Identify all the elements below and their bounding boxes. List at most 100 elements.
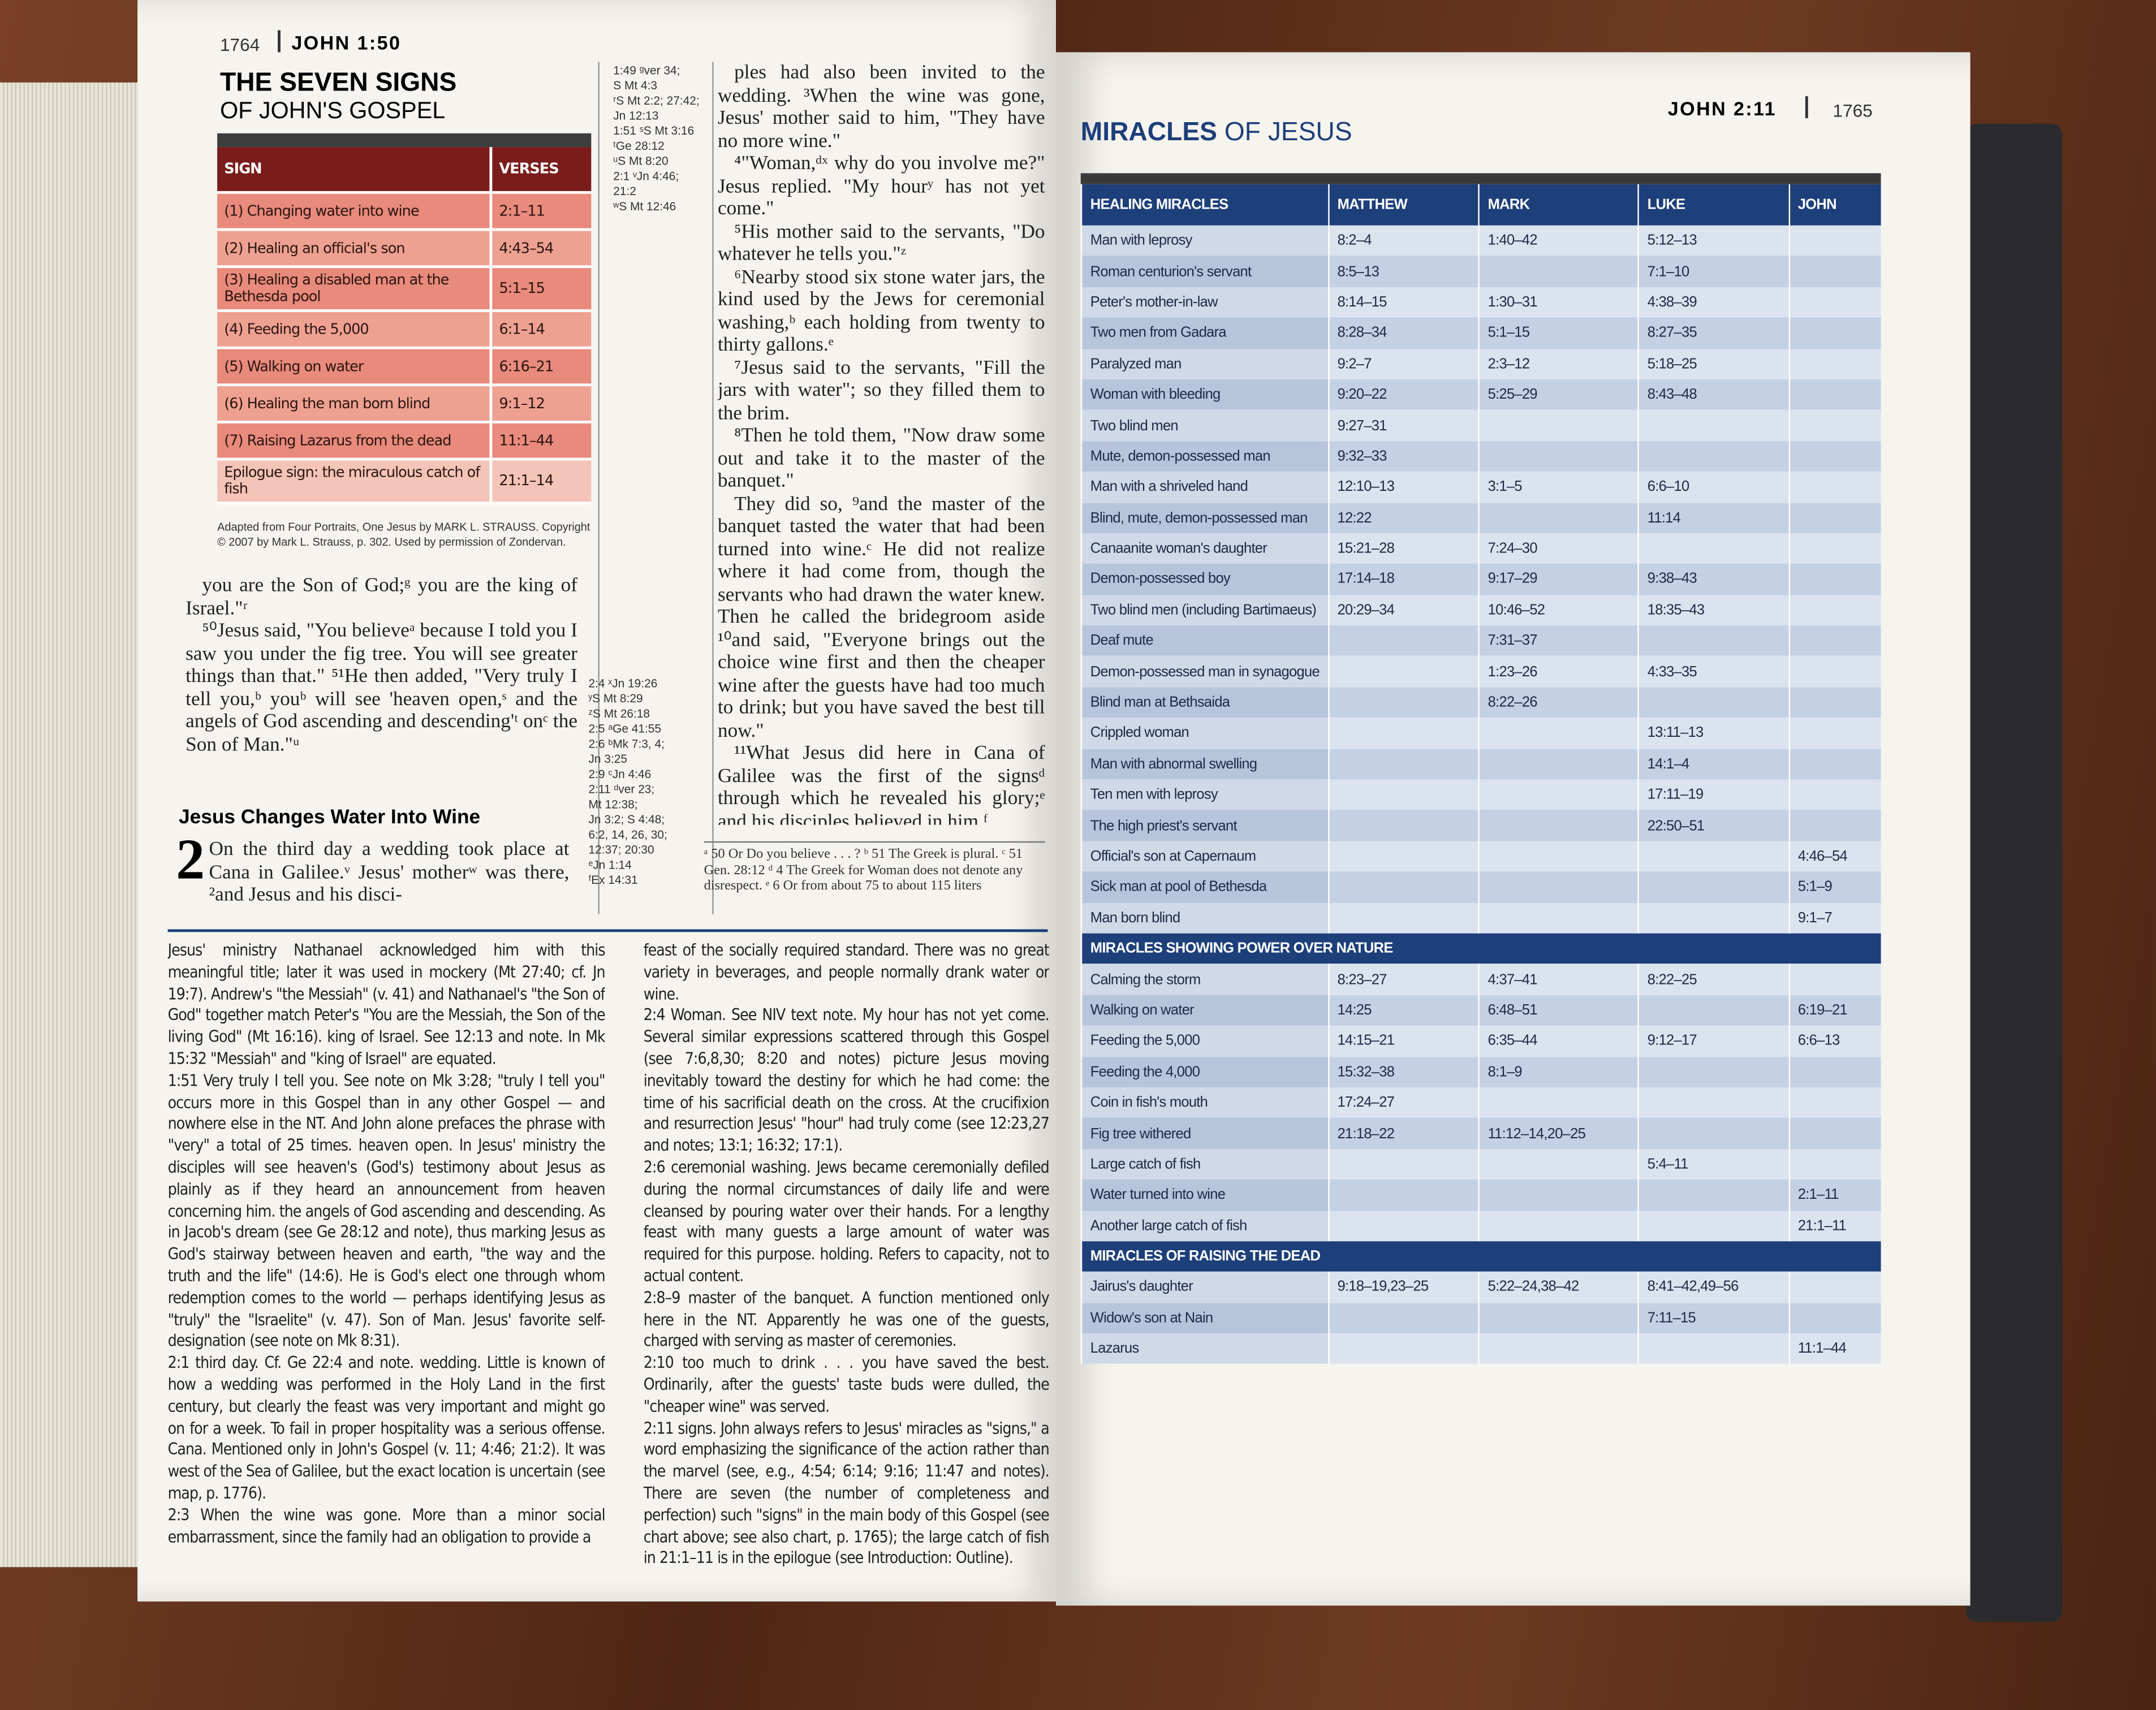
- miracle: Two men from Gadara: [1080, 317, 1329, 349]
- reference: 7:1–10: [1637, 256, 1790, 287]
- cross-ref: Jn 12:13: [613, 109, 659, 123]
- reference: [1327, 1180, 1479, 1211]
- row: Calming the storm 8:23–27 4:37–41 8:22–25: [1080, 964, 1881, 995]
- reference: [1637, 1056, 1790, 1087]
- row: Crippled woman 13:11–13: [1080, 718, 1881, 749]
- reference: 3:1–5: [1478, 472, 1638, 503]
- row: Water turned into wine 2:1–11: [1080, 1180, 1881, 1211]
- row: (4) Feeding the 5,000 6:1–14: [217, 310, 592, 349]
- cross-ref: Mt 12:38;: [588, 797, 638, 811]
- cross-ref: 6:2, 14, 26, 30;: [588, 827, 667, 841]
- reference: 15:32–38: [1327, 1056, 1479, 1087]
- reference: [1478, 779, 1638, 810]
- reference: 5:25–29: [1478, 379, 1638, 411]
- miracle: Demon-possessed man in synagogue: [1080, 656, 1329, 688]
- miracle: Blind, mute, demon-possessed man: [1080, 502, 1329, 534]
- reference: 2:3–12: [1478, 348, 1638, 379]
- row: Ten men with leprosy 17:11–19: [1080, 779, 1881, 810]
- reference: [1788, 810, 1881, 841]
- sign: (2) Healing an official's son: [217, 229, 491, 269]
- reference: [1788, 225, 1881, 257]
- verses: 11:1–44: [489, 422, 592, 461]
- reference: 17:14–18: [1327, 564, 1479, 595]
- reference: [1327, 749, 1479, 780]
- reference: [1637, 871, 1790, 903]
- row: Coin in fish's mouth 17:24–27: [1080, 1087, 1881, 1119]
- miracle: Mute, demon-possessed man: [1080, 441, 1329, 472]
- cross-ref: ᵉJn 1:14: [588, 857, 632, 872]
- reference: 21:1–11: [1788, 1210, 1881, 1241]
- running-head: JOHN 1:50: [291, 31, 402, 54]
- note: 2:6 ceremonial washing. Jews became cere…: [643, 1157, 1049, 1285]
- title-bold: MIRACLES: [1080, 118, 1218, 148]
- cross-ref: 2:5 ᵃGe 41:55: [588, 722, 662, 736]
- miracle: Crippled woman: [1080, 718, 1329, 749]
- reference: 8:22–26: [1478, 687, 1638, 718]
- row: Blind, mute, demon-possessed man 12:22 11:…: [1080, 502, 1881, 534]
- miracle: Feeding the 5,000: [1080, 1025, 1329, 1057]
- row: Canaanite woman's daughter 15:21–28 7:24–3…: [1080, 533, 1881, 564]
- reference: [1327, 841, 1479, 872]
- reference: [1788, 964, 1881, 995]
- miracle: The high priest's servant: [1080, 810, 1329, 841]
- column-header: JOHN: [1788, 184, 1881, 226]
- reference: [1788, 779, 1881, 810]
- verse: you are the Son of God;ᵍ you are the kin…: [186, 575, 578, 620]
- reference: [1788, 718, 1881, 749]
- miracle: Jairus's daughter: [1080, 1272, 1329, 1303]
- row: Man with abnormal swelling 14:1–4: [1080, 749, 1881, 780]
- row: Man born blind 9:1–7: [1080, 902, 1881, 934]
- reference: 8:27–35: [1637, 317, 1790, 349]
- verse: ⁶Nearby stood six stone water jars, the …: [717, 266, 1045, 356]
- row: Blind man at Bethsaida 8:22–26: [1080, 687, 1881, 718]
- note: 1:51 Very truly I tell you. See note on …: [167, 1070, 605, 1351]
- row: Another large catch of fish 21:1–11: [1080, 1210, 1881, 1241]
- row: Lazarus 11:1–44: [1080, 1333, 1881, 1364]
- miracle: Coin in fish's mouth: [1080, 1087, 1329, 1119]
- reference: 22:50–51: [1637, 810, 1790, 841]
- reference: [1637, 441, 1790, 472]
- miracle: Roman centurion's servant: [1080, 256, 1329, 287]
- row: (6) Healing the man born blind 9:1–12: [217, 385, 592, 424]
- miracle: Blind man at Bethsaida: [1080, 687, 1329, 718]
- section-heading: Jesus Changes Water Into Wine: [179, 806, 481, 829]
- reference: [1788, 687, 1881, 718]
- reference: 8:22–25: [1637, 964, 1790, 995]
- note: 2:4 Woman. See NIV text note. My hour ha…: [643, 1005, 1049, 1155]
- cross-ref: 21:2: [613, 184, 636, 198]
- reference: [1637, 841, 1790, 872]
- reference: 9:32–33: [1327, 441, 1479, 472]
- row: Man with a shriveled hand 12:10–13 3:1–5 6:…: [1080, 472, 1881, 503]
- miracle: Fig tree withered: [1080, 1118, 1329, 1149]
- reference: [1788, 287, 1881, 318]
- reference: [1478, 1333, 1638, 1364]
- reference: [1327, 1148, 1479, 1180]
- reference: 5:18–25: [1637, 348, 1790, 379]
- reference: [1478, 1148, 1638, 1180]
- reference: [1327, 871, 1479, 903]
- reference: 1:23–26: [1478, 656, 1638, 688]
- sign: (7) Raising Lazarus from the dead: [217, 422, 491, 461]
- chart-bar: [1080, 173, 1881, 184]
- miracle: Feeding the 4,000: [1080, 1056, 1329, 1087]
- cross-ref: ʸS Mt 8:29: [588, 691, 643, 706]
- miracle: Large catch of fish: [1080, 1148, 1329, 1180]
- reference: [1788, 1272, 1881, 1303]
- group-row: MIRACLES SHOWING POWER OVER NATURE: [1080, 933, 1881, 965]
- note: feast of the socially required standard.…: [643, 940, 1049, 1003]
- reference: 14:15–21: [1327, 1025, 1479, 1057]
- running-head: JOHN 2:11: [1667, 97, 1776, 120]
- reference: 21:18–22: [1327, 1118, 1479, 1149]
- reference: 8:43–48: [1637, 379, 1790, 411]
- reference: [1788, 564, 1881, 595]
- verses: 2:1–11: [489, 192, 592, 231]
- note: 2:11 signs. John always refers to Jesus'…: [643, 1418, 1049, 1568]
- reference: 20:29–34: [1327, 594, 1479, 626]
- reference: [1788, 379, 1881, 411]
- row: Demon-possessed man in synagogue 1:23–26 4…: [1080, 656, 1881, 688]
- reference: [1478, 871, 1638, 903]
- reference: [1788, 441, 1881, 472]
- verse: ¹¹What Jesus did here in Cana of Galilee…: [717, 742, 1045, 825]
- cross-ref: ʷS Mt 12:46: [613, 199, 676, 213]
- reference: 11:12–14,20–25: [1478, 1118, 1638, 1149]
